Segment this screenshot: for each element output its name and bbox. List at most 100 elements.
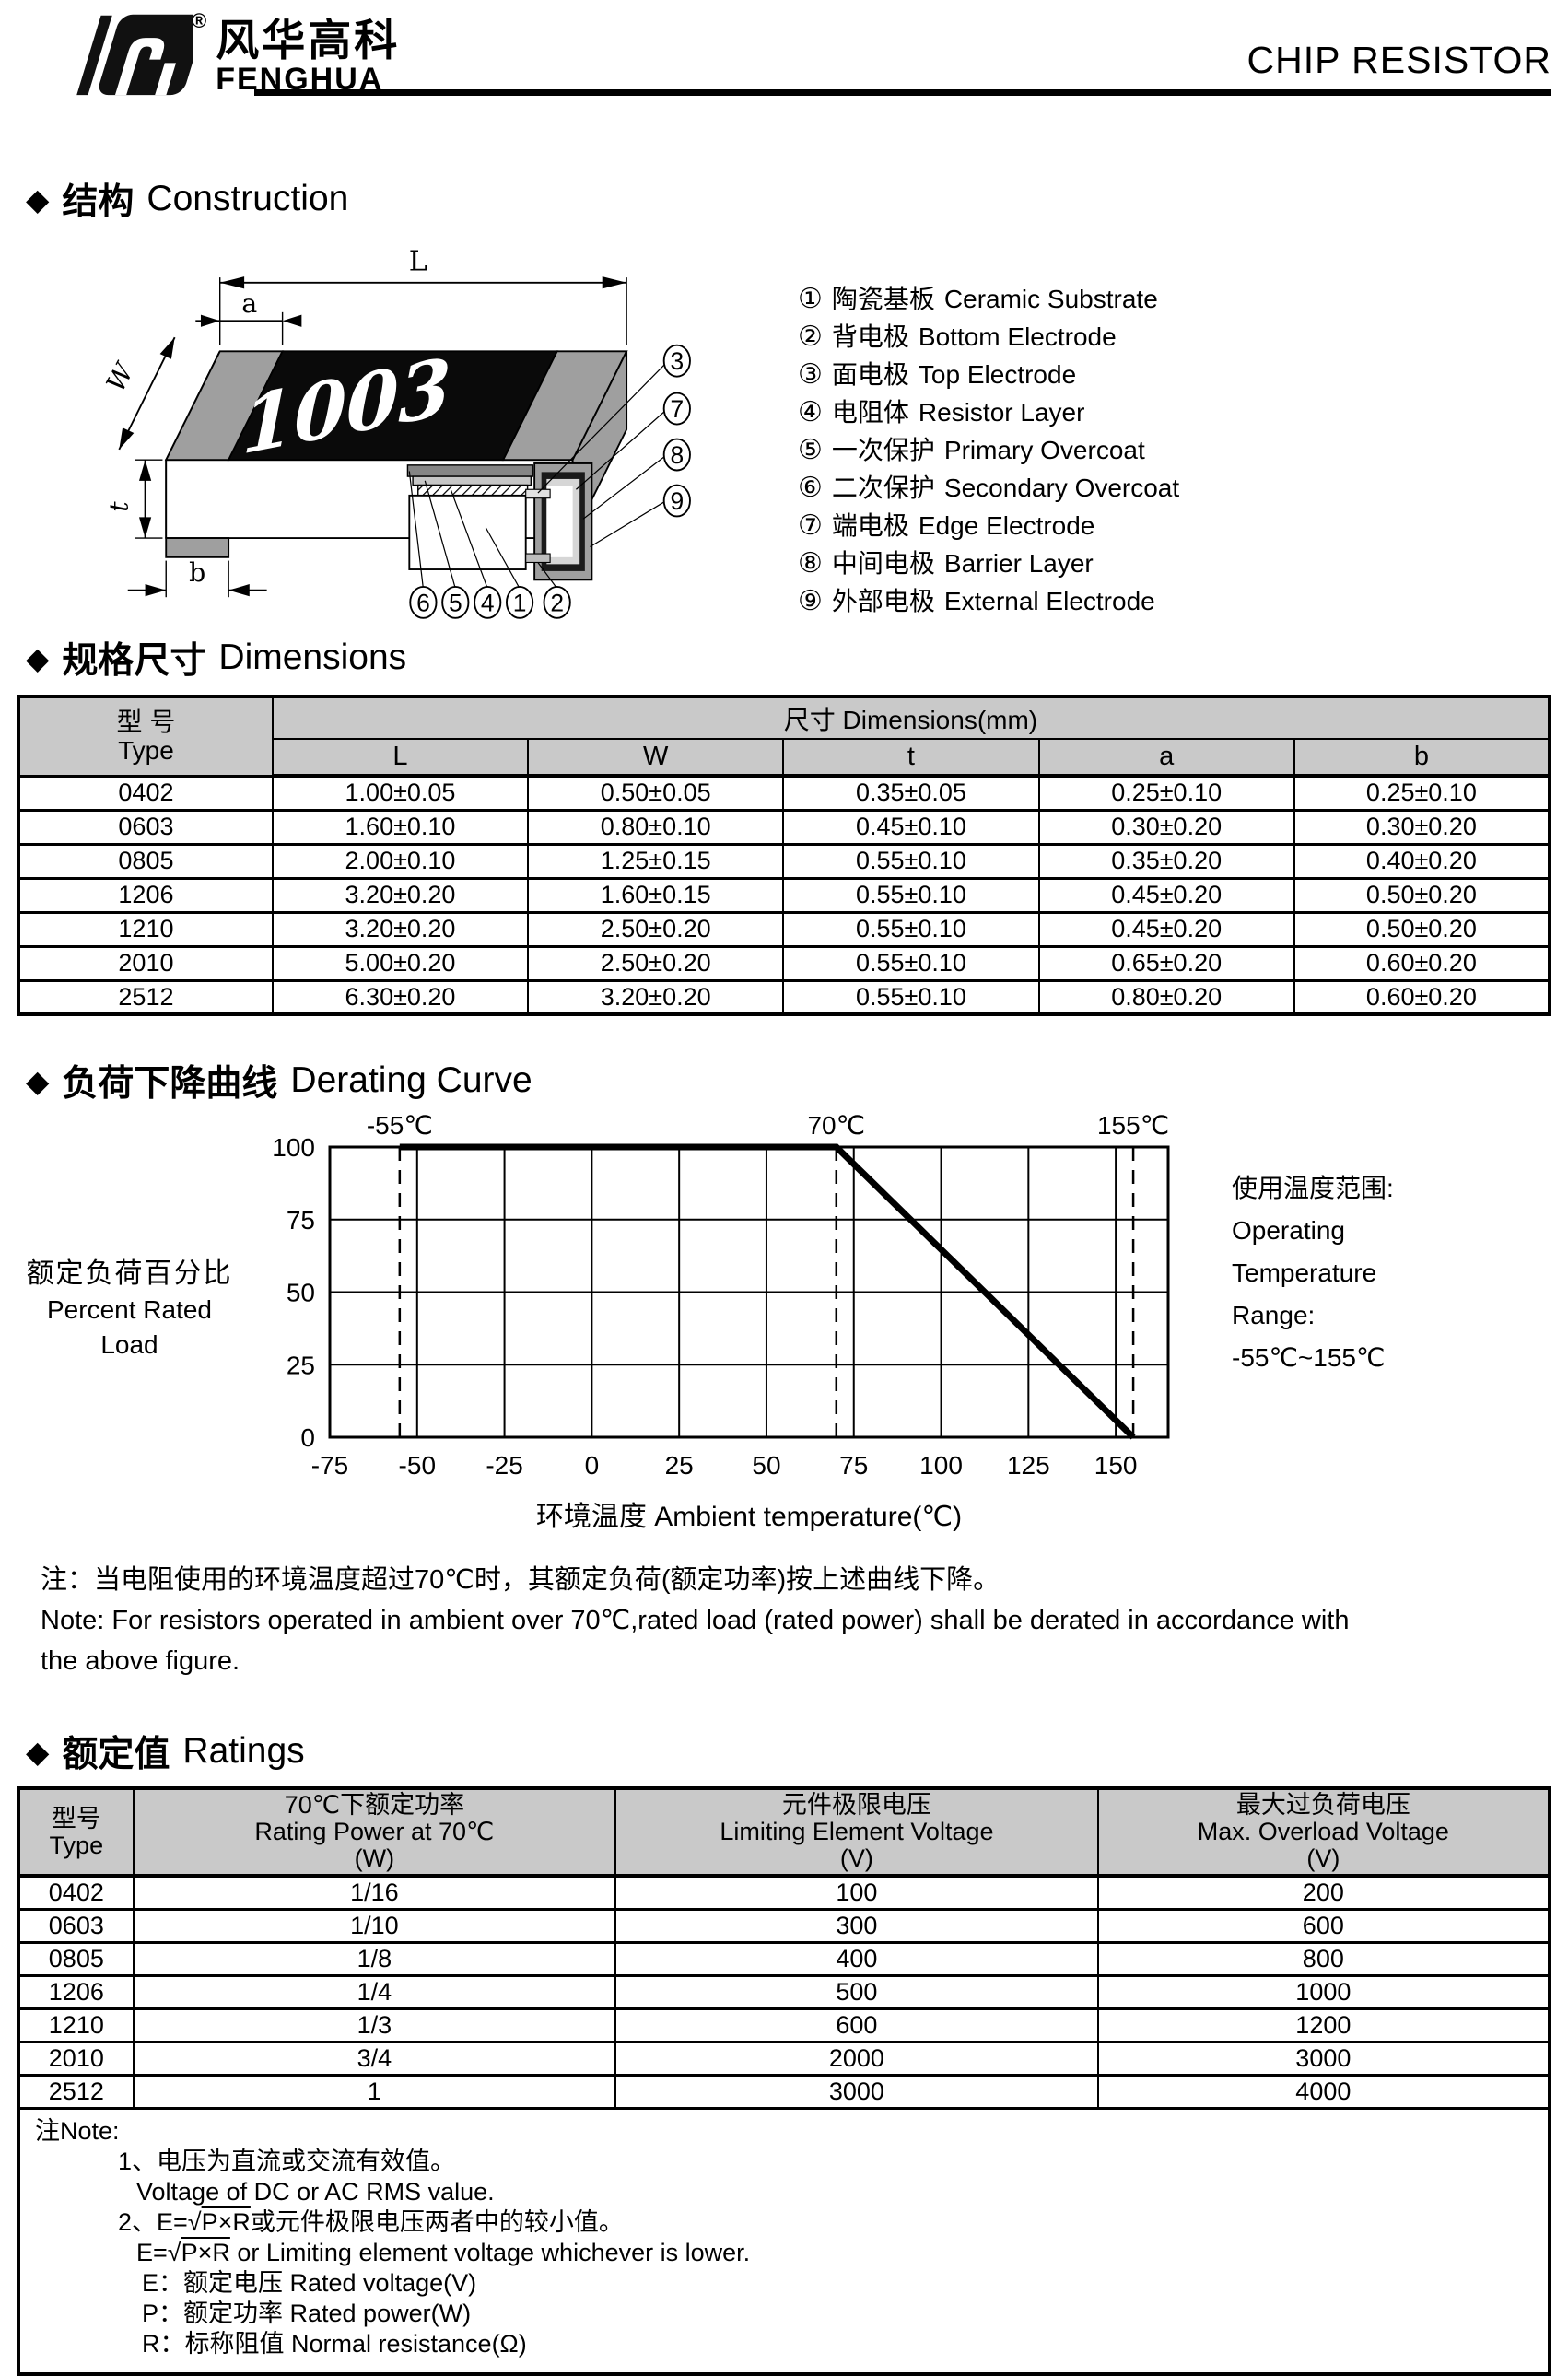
ratings-heading: ◆ 额定值 Ratings	[26, 1731, 305, 1774]
derating-note: 注：当电阻使用的环境温度超过70℃时，其额定负荷(额定功率)按上述曲线下降。 N…	[41, 1565, 1350, 1676]
y-tick-label: 100	[272, 1133, 315, 1162]
table-row: 1206 3.20±0.20 1.60±0.15 0.55±0.10 0.45±0.20…	[18, 876, 1551, 913]
derating-section: ◆ 负荷下降曲线 Derating Curve 额定负荷百分比 Percent …	[17, 1055, 1551, 1681]
primary-overcoat-layer	[412, 475, 532, 486]
circled-number-icon: ⑨	[798, 586, 823, 616]
table-row: 2512 1 3000 4000	[18, 2074, 1551, 2110]
circled-number-icon: ②	[798, 322, 823, 352]
callout-leader-5	[424, 480, 456, 589]
x-tick-label: 100	[919, 1451, 963, 1480]
dimensions-section: ◆ 规格尺寸 Dimensions 型 号 Type 尺寸 Dimensions…	[17, 632, 1551, 1016]
callout-leader-8	[582, 455, 665, 520]
construction-legend: ① 陶瓷基板 Ceramic Substrate ② 背电极 Bottom Electr…	[798, 280, 1179, 632]
registered-mark: ®	[192, 9, 207, 32]
table-row: 0402 1.00±0.05 0.50±0.05 0.35±0.05 0.25±0.10…	[18, 774, 1551, 811]
legend-item: ① 陶瓷基板 Ceramic Substrate	[798, 280, 1179, 318]
legend-item: ⑨ 外部电极 External Electrode	[798, 582, 1179, 620]
legend-item: ⑤ 一次保护 Primary Overcoat	[798, 431, 1179, 469]
col-header-a: a	[1037, 738, 1295, 778]
col-header-t: t	[782, 738, 1040, 778]
callout-circle-6	[409, 585, 438, 619]
table-row: 2010 3/4 2000 3000	[18, 2041, 1551, 2077]
secondary-overcoat-layer	[406, 464, 533, 477]
legend-item: ⑧ 中间电极 Barrier Layer	[798, 544, 1179, 582]
page-title: CHIP RESISTOR	[1246, 39, 1551, 81]
col-header-b: b	[1293, 738, 1551, 778]
callout-number-7: 7	[670, 395, 684, 423]
legend-item: ⑦ 端电极 Edge Electrode	[798, 507, 1179, 544]
bottom-electrode-tab	[525, 553, 551, 564]
table-row: 1206 1/4 500 1000	[18, 1974, 1551, 2010]
callout-number-9: 9	[670, 487, 684, 515]
table-row: 0603 1/10 300 600	[18, 1908, 1551, 1944]
derating-chart: -55℃ 70℃ 155℃ -75 -50 -25 0 25 50 75 100 125 150 0 25 5…	[272, 1111, 1170, 1532]
diamond-bullet-icon: ◆	[26, 181, 50, 217]
l-dimension-label: L	[409, 246, 427, 278]
x-tick-label: -50	[399, 1451, 436, 1480]
ratings-power-header: 70℃下额定功率 Rating Power at 70℃ (W)	[132, 1787, 617, 1878]
dimensions-span-header: 尺寸 Dimensions(mm)	[271, 696, 1551, 740]
top-electrode-tab	[525, 488, 551, 499]
y-tick-label: 75	[287, 1206, 315, 1235]
chip-bottom-foot	[165, 537, 230, 558]
callout-circle-5	[441, 585, 470, 619]
legend-item: ② 背电极 Bottom Electrode	[798, 318, 1179, 356]
callout-leader-9	[590, 500, 665, 548]
callout-leader-4	[451, 489, 488, 589]
x-tick-label: -25	[486, 1451, 522, 1480]
construction-heading: ◆ 结构 Construction	[26, 179, 349, 222]
x-tick-label: 0	[585, 1451, 600, 1480]
header-rule: CHIP RESISTOR	[254, 0, 1551, 96]
resistor-layer	[417, 484, 529, 497]
circled-number-icon: ⑦	[798, 510, 823, 541]
ratings-mov-header: 最大过负荷电压 Max. Overload Voltage (V)	[1096, 1787, 1551, 1878]
derating-line	[399, 1143, 1136, 1440]
callout-leader-2	[537, 562, 558, 590]
callout-number-1: 1	[513, 589, 527, 616]
dimensions-heading: ◆ 规格尺寸 Dimensions	[26, 638, 407, 681]
ratings-note: 注Note: 1、电压为直流或交流有效值。 Voltage of DC or A…	[18, 2107, 1550, 2375]
circled-number-icon: ⑧	[798, 548, 823, 579]
y-tick-label: 50	[287, 1279, 315, 1307]
y-tick-label: 0	[300, 1423, 315, 1452]
callout-circle-3	[662, 344, 691, 378]
col-header-W: W	[527, 738, 785, 778]
dashed-marker-label: 155℃	[1097, 1111, 1169, 1140]
table-row: 1210 1/3 600 1200	[18, 2007, 1551, 2043]
table-row: 0402 1/16 100 200	[18, 1874, 1551, 1911]
table-row: 0805 2.00±0.10 1.25±0.15 0.55±0.10 0.35±0.20…	[18, 842, 1551, 879]
x-tick-label: 150	[1094, 1451, 1138, 1480]
legend-item: ④ 电阻体 Resistor Layer	[798, 393, 1179, 431]
w-dimension-label: W	[100, 357, 141, 397]
x-tick-label: 125	[1007, 1451, 1050, 1480]
callout-circle-4	[474, 585, 502, 619]
legend-item: ③ 面电极 Top Electrode	[798, 356, 1179, 393]
callout-number-2: 2	[550, 589, 564, 616]
table-row: 0603 1.60±0.10 0.80±0.10 0.45±0.10 0.30±0.20…	[18, 808, 1551, 845]
operating-temp-annotation: 使用温度范围: Operating Temperature Range: -55…	[1232, 1174, 1394, 1372]
b-dimension-label: b	[189, 557, 205, 588]
circled-number-icon: ⑤	[798, 435, 823, 465]
x-axis-title: 环境温度 Ambient temperature(℃)	[536, 1502, 962, 1532]
callout-number-6: 6	[416, 589, 430, 616]
callout-number-3: 3	[670, 347, 684, 375]
legend-item: ⑥ 二次保护 Secondary Overcoat	[798, 469, 1179, 507]
callout-circle-8	[662, 438, 691, 472]
logo-latin-name: FENGHUA	[216, 62, 384, 97]
callout-leader-1	[485, 527, 521, 590]
ratings-lev-header: 元件极限电压 Limiting Element Voltage (V)	[614, 1787, 1099, 1878]
chart-y-axis-label: 额定负荷百分比 Percent Rated Load	[26, 1258, 233, 1359]
dashed-marker-label: -55℃	[367, 1111, 433, 1140]
ratings-section: ◆ 额定值 Ratings 型号 Type 70℃下额定功率 Rating Po…	[17, 1726, 1551, 2376]
diamond-bullet-icon: ◆	[26, 640, 50, 675]
callout-number-5: 5	[449, 589, 462, 616]
derating-heading: ◆ 负荷下降曲线 Derating Curve	[26, 1060, 532, 1104]
circled-number-icon: ⑥	[798, 473, 823, 503]
circled-number-icon: ④	[798, 397, 823, 427]
table-row: 0805 1/8 400 800	[18, 1941, 1551, 1977]
x-tick-label: 25	[665, 1451, 694, 1480]
callout-circle-7	[662, 392, 691, 426]
fenghua-logo: ® 风华高科 FENGHUA	[53, 9, 400, 98]
dashed-marker-label: 70℃	[807, 1111, 865, 1140]
t-dimension-label: t	[104, 501, 135, 512]
